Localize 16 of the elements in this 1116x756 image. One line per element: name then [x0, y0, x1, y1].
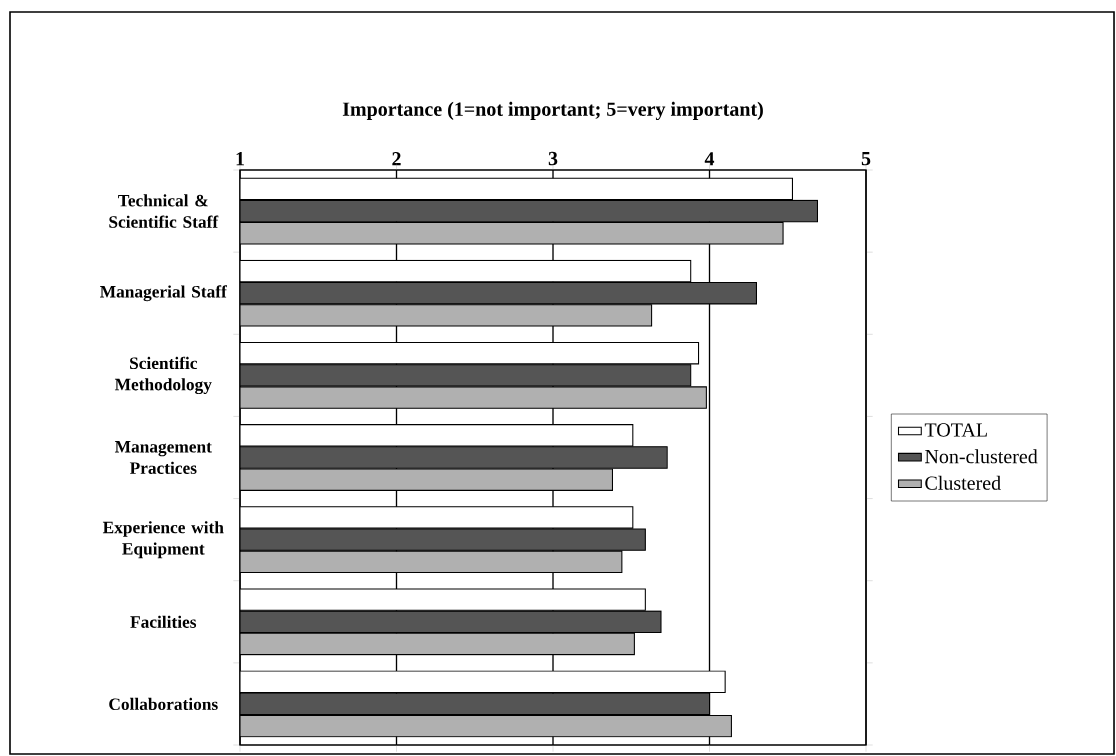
y-tick-label: Management Practices [114, 441, 212, 474]
x-tick-label: 2 [392, 152, 401, 166]
y-tick-label: Managerial Staff [100, 285, 227, 302]
legend-label: TOTAL [924, 423, 987, 437]
y-tick-label: Technical & Scientific Staff [109, 194, 219, 228]
x-tick-label: 5 [861, 152, 871, 166]
x-axis-title: Importance (1=not important; 5=very important) [342, 101, 763, 121]
y-tick-label: Experience with Equipment [102, 521, 224, 559]
y-tick-label: Facilities [130, 615, 197, 628]
x-tick-label: 3 [548, 151, 558, 166]
x-tick-label: 4 [704, 152, 715, 166]
legend-label: Non-clustered [925, 449, 1038, 464]
x-tick-label: 1 [236, 152, 244, 166]
y-tick-label: Collaborations [109, 697, 218, 711]
legend-label: Clustered [925, 475, 1001, 490]
y-tick-label: Scientific Methodology [114, 356, 212, 395]
